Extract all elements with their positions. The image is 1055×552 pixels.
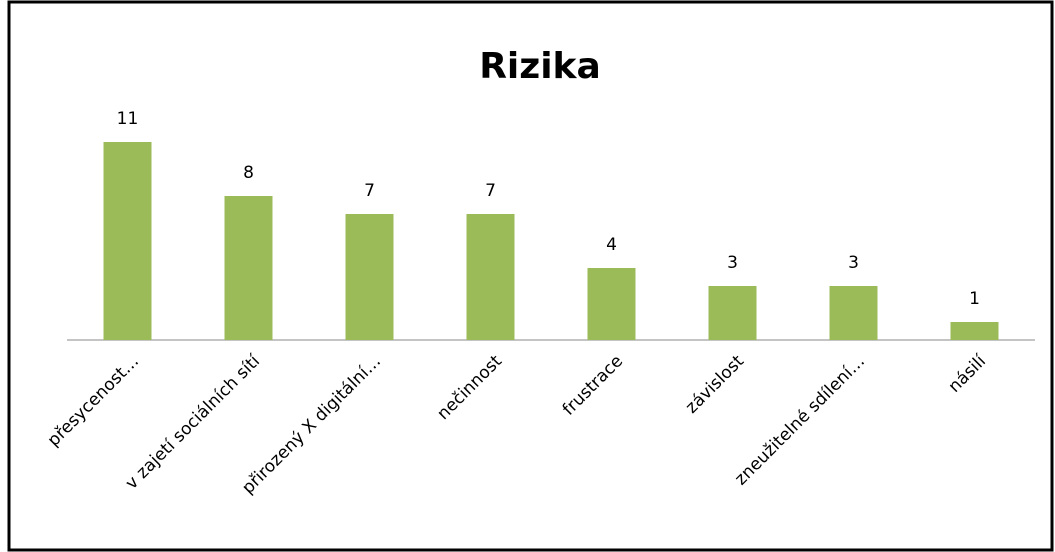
data-label: 4 [606, 235, 617, 255]
data-label: 3 [727, 253, 738, 273]
data-label: 3 [848, 253, 859, 273]
data-label: 11 [117, 109, 139, 129]
data-label: 8 [243, 163, 254, 183]
bar [708, 286, 757, 340]
bar [587, 268, 636, 340]
data-label: 7 [485, 181, 496, 201]
bar [103, 142, 152, 340]
chart-title: Rizika [479, 46, 601, 87]
bar [345, 214, 394, 340]
data-label: 1 [969, 289, 980, 309]
data-label: 7 [364, 181, 375, 201]
bar [829, 286, 878, 340]
bar [466, 214, 515, 340]
chart-border [7, 0, 1054, 552]
bar [224, 196, 273, 340]
bar [950, 322, 999, 340]
